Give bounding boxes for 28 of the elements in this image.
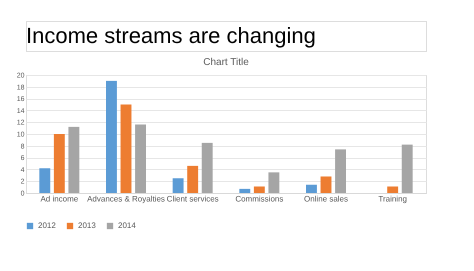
x-tick-label: Ad income <box>40 194 79 204</box>
bar <box>135 124 146 193</box>
legend-label: 2014 <box>118 221 136 230</box>
bar <box>54 134 65 193</box>
bar <box>320 176 332 193</box>
bar <box>268 172 280 193</box>
bar <box>239 188 250 193</box>
bar <box>187 166 198 193</box>
bar <box>172 178 184 193</box>
x-tick-label: Training <box>378 194 407 204</box>
x-tick-label: Advances & Royalties <box>87 194 165 204</box>
bar <box>202 142 213 193</box>
bar <box>68 126 80 193</box>
x-tick-label: Commissions <box>235 194 284 204</box>
bar <box>306 184 317 193</box>
chart-subtitle: Chart Title <box>203 57 250 68</box>
x-tick-label: Client services <box>166 194 219 204</box>
chart-title: Income streams are changing <box>26 23 316 48</box>
bar <box>387 186 398 193</box>
bar <box>39 168 50 193</box>
legend-label: 2013 <box>78 221 96 230</box>
legend-label: 2012 <box>38 221 56 230</box>
bar <box>335 149 346 193</box>
bar <box>120 104 132 193</box>
x-tick-label: Online sales <box>304 194 348 204</box>
bar <box>254 186 265 193</box>
bar <box>106 80 117 193</box>
bar <box>402 144 413 193</box>
